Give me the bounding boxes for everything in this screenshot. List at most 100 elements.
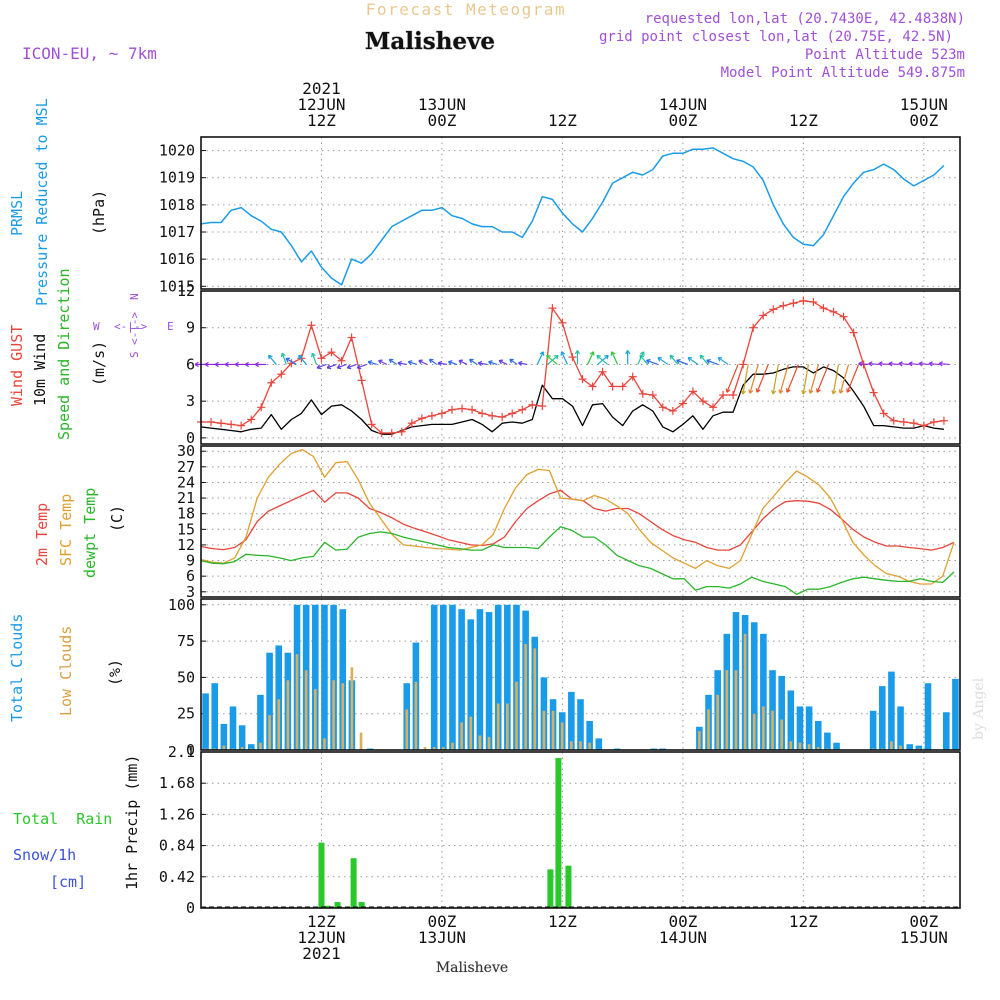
low-cloud-bar [780,719,783,750]
gust-marker [578,375,587,384]
wind-arrow [326,363,337,370]
low-cloud-bar [743,633,747,750]
gust-marker [698,397,707,406]
low-cloud-bar [323,738,326,750]
gust-marker [367,420,376,429]
rain-bar [318,842,325,908]
total-cloud-bar [760,633,767,750]
gust-marker [387,428,396,437]
wind-arrow-head [509,359,513,364]
wind-arrow-head [809,390,814,394]
low-cloud-bar [332,680,335,750]
total-cloud-bar [577,699,584,750]
wind-arrow [706,358,719,366]
gust-marker [237,421,246,430]
bottom-time-label: 12Z [789,912,818,931]
total-cloud-bar [248,744,255,750]
top-time-label: 00Z [668,111,697,130]
wind-arrow [771,364,779,395]
ytick-label: 1017 [159,223,195,241]
gust-marker [307,321,316,330]
bottom-time-label: 15JUN [900,928,948,947]
ytick-label: 12 [177,282,195,300]
wind-arrow-head [742,390,747,395]
wind-arrow-head [639,355,642,360]
wind-arrow-head [194,363,199,368]
low-cloud-bar [734,670,738,750]
total-cloud-bar [897,706,904,750]
gust-marker [277,370,286,379]
wind-arrow [546,354,558,365]
gust-marker [759,311,768,320]
wind-arrow-shaft [429,358,438,365]
ytick-label: 50 [177,668,195,686]
wind-arrow-head [244,363,249,368]
wind-gust-line [201,300,944,434]
low-cloud-bar [560,722,564,750]
wind-arrow-shaft [596,354,608,365]
wind-arrow-head [687,357,691,362]
wind-arrow-head [327,367,332,370]
low-cloud-bar [304,670,308,750]
wind-arrow-head [676,359,680,364]
wind-arrow-head [280,353,283,358]
total-cloud-bar [321,604,328,750]
wind-arrow [346,363,357,370]
ytick-label: 3 [186,392,195,410]
wind-arrow-shaft [918,362,929,366]
wind-arrow-head [657,357,661,362]
wind-arrow-shaft [438,362,448,366]
gust-marker [498,413,507,422]
total-cloud-bar [202,693,209,750]
wind-arrow [285,357,297,365]
low-cloud-bar [533,648,537,750]
wind-arrow-head [574,350,579,355]
low-cloud-bar [716,694,719,750]
ytick-label: 0 [186,429,195,447]
wind-arrow [778,364,789,394]
wind-arrow-head [407,361,412,366]
wind-arrow [224,361,237,368]
gust-marker [879,409,888,418]
gust-marker [488,411,497,420]
wind-arrow-shaft [611,351,619,365]
grid-point-coords: grid point closest lon,lat (20.75E, 42.5… [599,29,953,45]
forecast-title: Forecast Meteogram [366,0,566,19]
gust-marker [437,409,446,418]
wind-arrow [407,360,418,366]
panel-precip: 0 0.42 0.84 1.26 1.68 2.1 [159,743,961,917]
wind-arrow [204,361,217,368]
wind-arrow [676,358,689,366]
total-cloud-bar [449,604,456,750]
compass-arrows-h: <-|-> [114,320,147,333]
wind-arrow-head [518,362,522,366]
low-cloud-bar [286,680,290,750]
gust-marker [658,403,667,412]
low-cloud-bar [542,710,546,750]
total-cloud-bar [787,690,795,750]
low-cloud-bar [725,670,729,750]
wind-side-labels: Wind GUST 10m Wind Speed and Direction (… [8,268,174,440]
wind-arrow [816,364,830,393]
wind-arrow-head [756,389,761,393]
wind-arrow-head [604,354,609,357]
wind-arrow-shaft [498,359,508,365]
gust-label: Wind GUST [8,325,26,406]
wind-arrow-shaft [802,364,809,395]
wind-arrow-head [298,355,300,360]
pressure-sublabel: Pressure Reduced to MSL [33,98,51,306]
low-cloud-bar [515,681,518,750]
wind-arrow-head [772,390,777,395]
wind-arrow [310,352,318,365]
panel-pressure: 1015 1016 1017 1018 1019 1020 [159,136,961,295]
wind-arrow-head [938,363,943,367]
gust-marker [929,417,938,426]
gust-marker [779,301,788,310]
wind-arrow [908,361,919,367]
rain-bar [358,902,365,908]
wind-arrow [267,354,277,365]
snow-unit: [cm] [50,873,86,891]
panel-frame [200,751,961,909]
ytick-label: 21 [177,489,195,507]
